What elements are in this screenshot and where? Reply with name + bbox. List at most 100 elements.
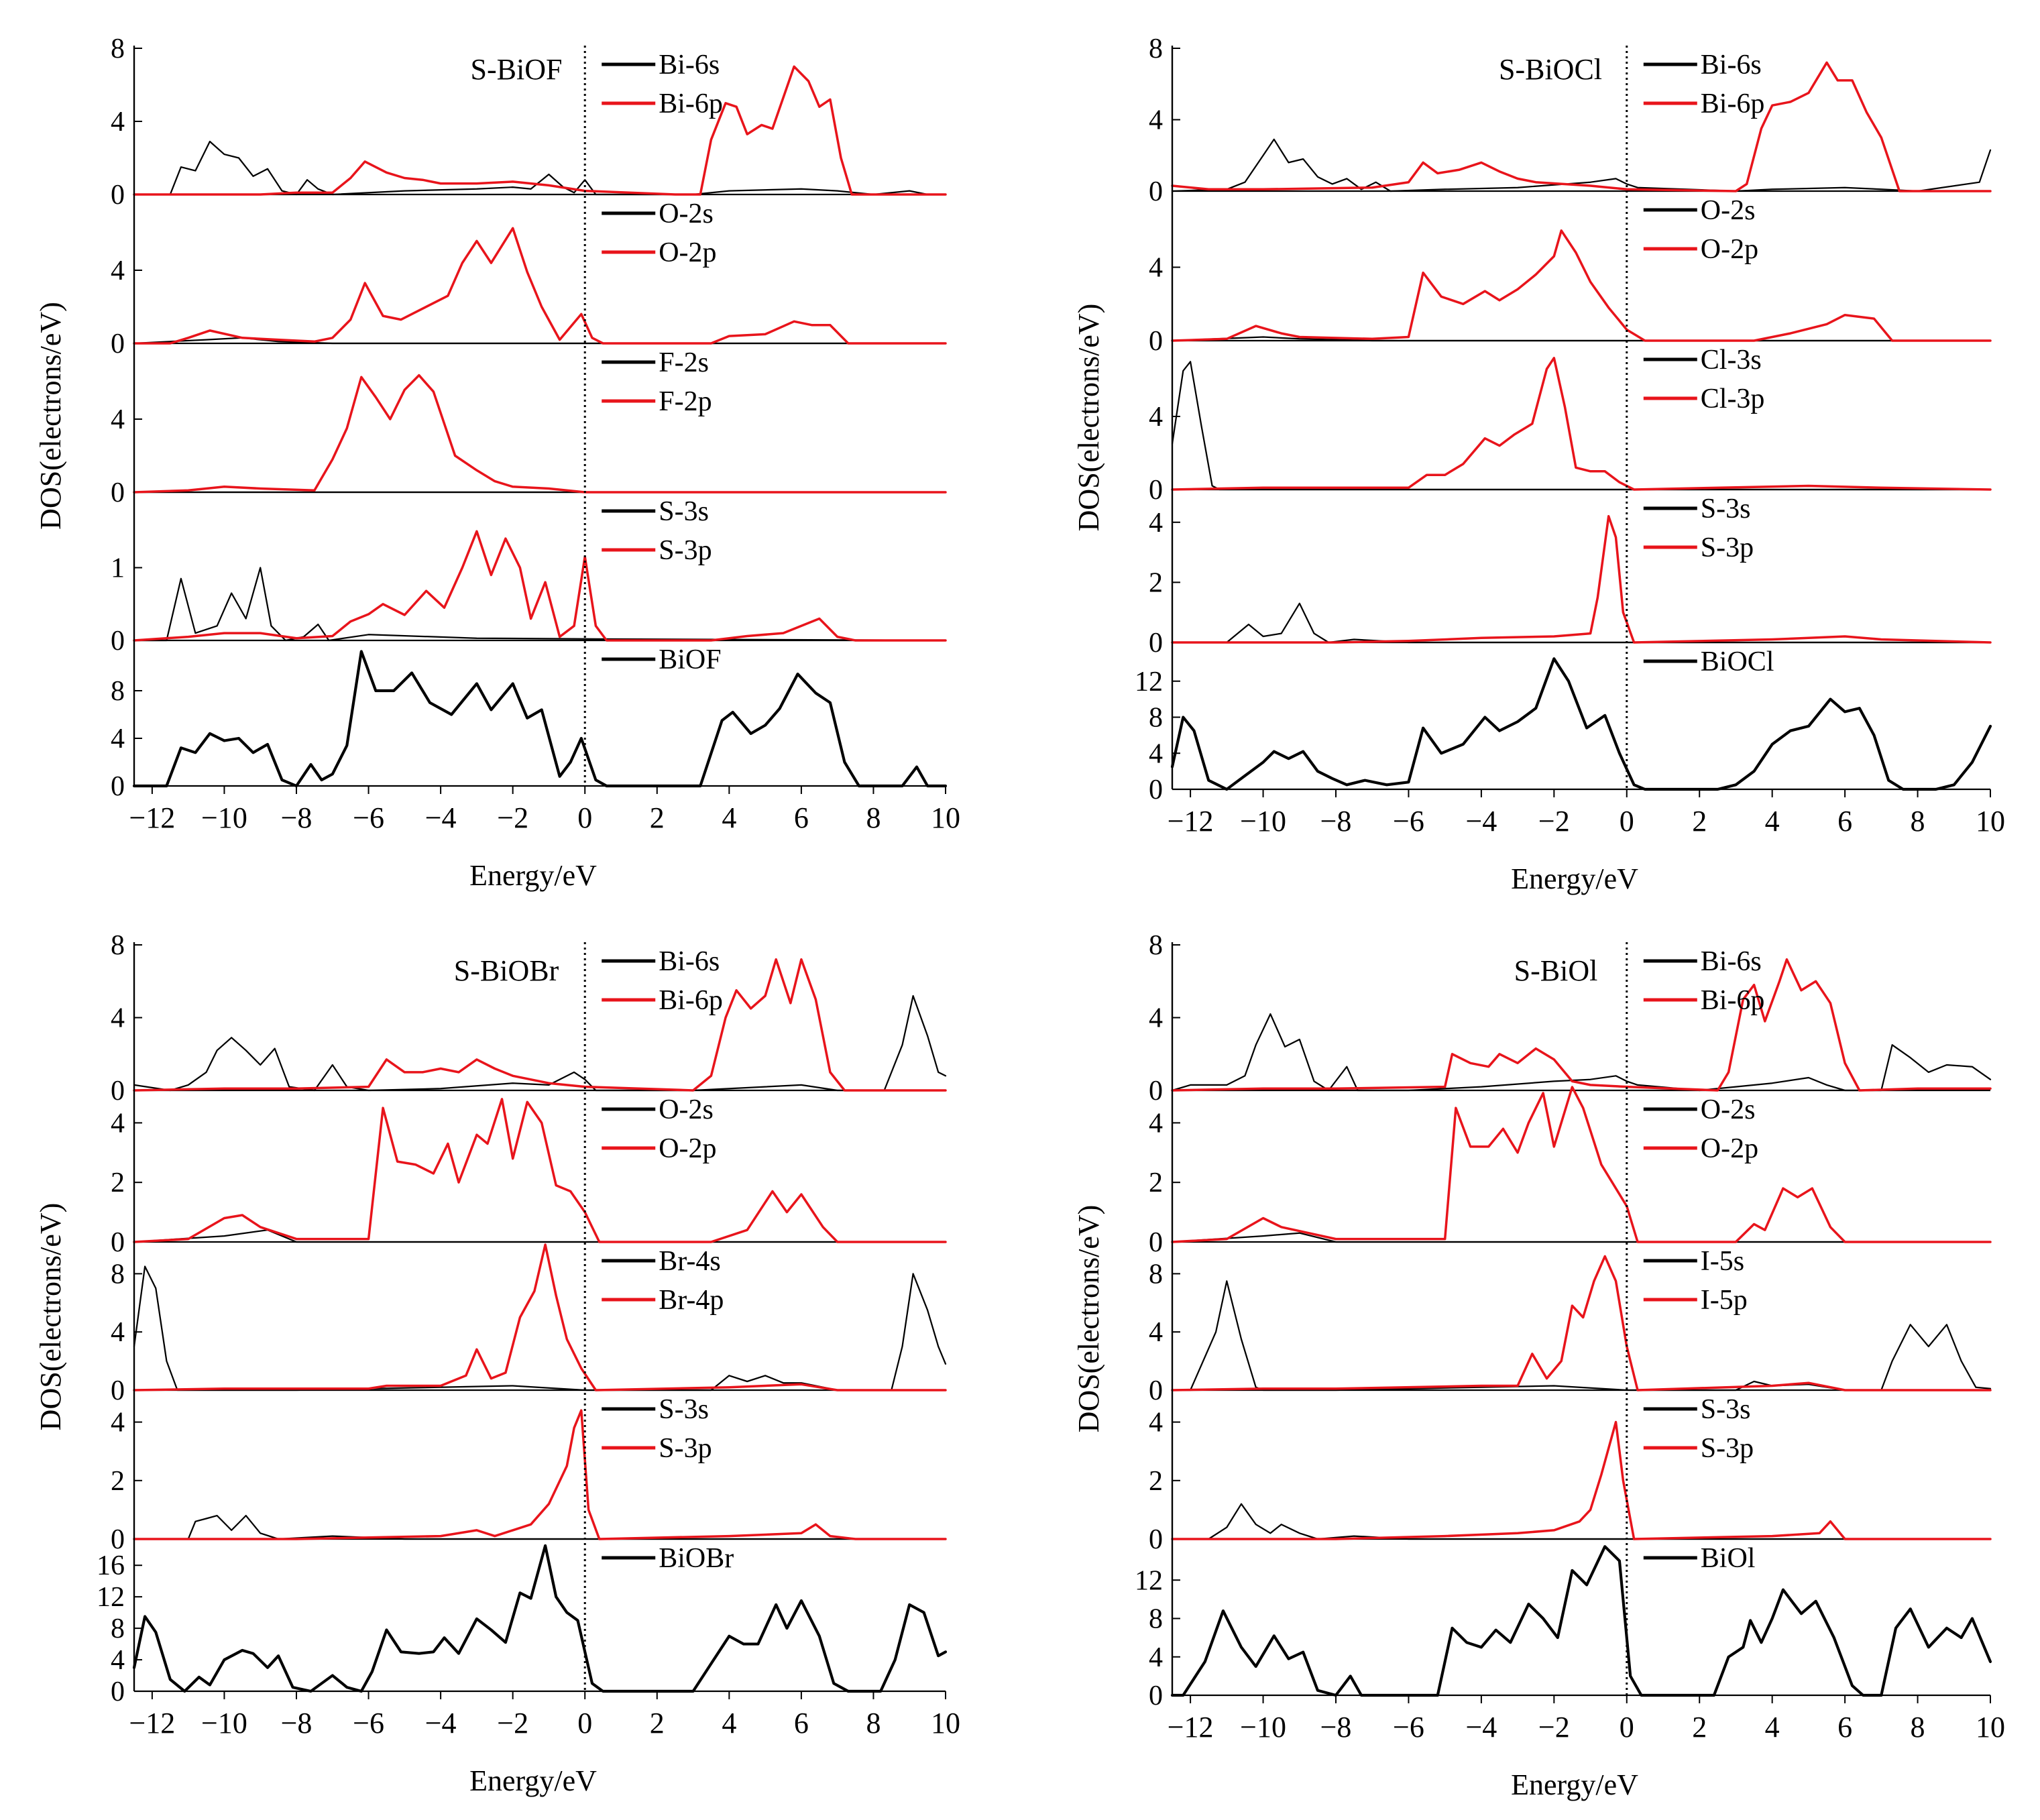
panel-5: 0 4 8 12 BiOl: [1135, 1543, 1992, 1711]
x-tick-label: 6: [794, 1707, 809, 1740]
y-tick-label: 8: [1149, 34, 1163, 64]
x-tick-label: 10: [1976, 805, 2005, 838]
series-i-5p: [1171, 1255, 1992, 1391]
x-tick-label: −10: [201, 1707, 247, 1740]
chart-title: S-BiOCl: [1499, 53, 1602, 86]
y-tick-label: 0: [111, 477, 125, 508]
legend-label: F-2s: [659, 347, 709, 378]
x-tick-label: −8: [1320, 1711, 1352, 1744]
x-tick-label: 0: [1620, 1711, 1634, 1744]
series-s-3s: [133, 567, 947, 642]
y-axis-label: DOS(electrons/eV): [1072, 304, 1105, 532]
series-bi-6s: [133, 994, 947, 1092]
y-axis-label: DOS(electrons/eV): [1072, 1205, 1105, 1433]
legend-label: S-3p: [659, 535, 712, 566]
series-f-2p: [133, 374, 947, 494]
y-tick-label: 0: [1149, 176, 1163, 207]
y-tick-label: 0: [1149, 1524, 1163, 1555]
x-tick-label: −12: [129, 1707, 175, 1740]
series-bi-6s: [1171, 1013, 1992, 1092]
series-biocl: [1170, 657, 1992, 791]
x-tick-label: 0: [1620, 805, 1634, 838]
legend-label: Bi-6s: [1701, 946, 1762, 977]
legend-label: I-5p: [1701, 1285, 1748, 1316]
series-o-2p: [1171, 1086, 1992, 1243]
y-tick-label: 0: [1149, 475, 1163, 506]
panel-3: 0 4 F-2s F-2p: [111, 347, 947, 508]
y-tick-label: 4: [1149, 508, 1163, 538]
y-tick-label: 4: [1149, 1108, 1163, 1139]
y-tick-label: 8: [1149, 930, 1163, 961]
legend-label: S-3p: [659, 1433, 712, 1464]
series-bi-6s: [133, 140, 947, 196]
x-tick-label: −8: [1320, 805, 1352, 838]
series-biof: [132, 650, 948, 788]
legend-label: O-2p: [1701, 1133, 1758, 1164]
x-tick-label: 4: [1765, 1711, 1780, 1744]
y-tick-label: 16: [97, 1550, 125, 1581]
x-tick-label: −10: [1240, 805, 1286, 838]
panel-5: 0 4 8 12 BiOCl: [1135, 646, 1992, 805]
series-s-3s: [133, 1514, 947, 1540]
x-tick-label: 0: [577, 1707, 592, 1740]
y-tick-label: 0: [111, 1524, 125, 1555]
x-tick-label: 4: [1765, 805, 1780, 838]
panel-2: 0 2 4 O-2s O-2p: [1149, 1086, 1992, 1258]
panel-4: 0 1 S-3s S-3p: [111, 496, 947, 657]
y-tick-label: 8: [111, 676, 125, 707]
x-axis-label: Energy/eV: [1511, 862, 1638, 895]
x-tick-label: −2: [497, 1707, 528, 1740]
y-tick-label: 12: [1135, 1565, 1163, 1596]
y-tick-label: 0: [111, 1676, 125, 1707]
x-tick-label: −6: [1393, 805, 1424, 838]
x-axis-label: Energy/eV: [469, 1764, 597, 1797]
series-bi-6p: [133, 958, 947, 1092]
series-biol: [1170, 1545, 1992, 1697]
y-tick-label: 8: [1149, 1604, 1163, 1635]
y-tick-label: 2: [111, 1168, 125, 1198]
chart-title: S-BiOBr: [454, 954, 559, 987]
x-tick-label: 8: [1911, 805, 1925, 838]
x-tick-label: −6: [353, 801, 384, 834]
chart-s-biof: 0 4 8 Bi-6s Bi-6p 0 4 O-2s O-2p 0 4 F-2s F-2p 0 1 S-3s S…: [34, 34, 960, 892]
legend-label: Bi-6p: [1701, 89, 1765, 119]
x-tick-label: 10: [931, 1707, 960, 1740]
x-tick-label: 10: [1976, 1711, 2005, 1744]
y-tick-label: 0: [111, 626, 125, 657]
panel-4: 0 2 4 S-3s S-3p: [1149, 494, 1992, 659]
y-tick-label: 0: [111, 1227, 125, 1258]
x-tick-label: −10: [1240, 1711, 1286, 1744]
y-tick-label: 2: [111, 1466, 125, 1497]
x-tick-label: −8: [281, 801, 313, 834]
x-tick-label: −12: [1168, 1711, 1214, 1744]
legend-label: S-3p: [1701, 1433, 1754, 1464]
panel-5: 0 4 8 BiOF: [111, 644, 948, 802]
panel-3: 0 4 8 I-5s I-5p: [1149, 1246, 1992, 1406]
y-tick-label: 12: [97, 1582, 125, 1613]
x-axis-label: Energy/eV: [1511, 1768, 1638, 1801]
y-tick-label: 8: [111, 34, 125, 64]
legend-label: Bi-6p: [1701, 985, 1765, 1016]
legend-label: S-3s: [659, 496, 709, 527]
x-tick-label: 2: [1692, 805, 1707, 838]
y-tick-label: 2: [1149, 1168, 1163, 1198]
x-tick-label: 2: [650, 801, 665, 834]
x-tick-label: −6: [1393, 1711, 1424, 1744]
panel-1: 0 4 8 Bi-6s Bi-6p: [1149, 930, 1992, 1106]
legend-label: Bi-6p: [659, 89, 723, 119]
y-tick-label: 2: [1149, 1466, 1163, 1497]
panel-3: 0 4 8 Br-4s Br-4p: [111, 1243, 947, 1406]
series-i-5s: [1171, 1280, 1992, 1391]
y-tick-label: 8: [111, 1259, 125, 1290]
panel-1: 0 4 8 Bi-6s Bi-6p: [1149, 34, 1992, 207]
legend-label: O-2s: [659, 1094, 714, 1125]
y-tick-label: 0: [1149, 1076, 1163, 1106]
series-br-4p: [133, 1243, 947, 1391]
y-tick-label: 8: [1149, 703, 1163, 734]
x-tick-label: 8: [1911, 1711, 1925, 1744]
y-tick-label: 4: [111, 107, 125, 137]
y-tick-label: 12: [1135, 667, 1163, 697]
